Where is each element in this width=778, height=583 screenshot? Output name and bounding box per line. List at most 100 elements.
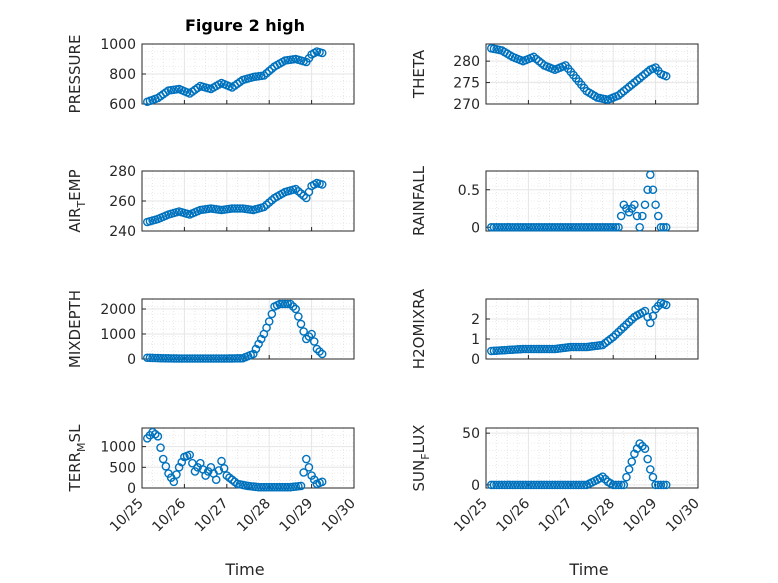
data-point [502,222,512,232]
y-axis-label: PRESSURE [66,35,84,114]
data-point [638,211,647,221]
data-point [608,332,618,342]
data-point [638,441,647,451]
data-point [142,353,152,363]
data-point [172,354,181,363]
subplot-1: 600 800 1000 PRESSURE [66,35,355,114]
data-point [259,202,269,212]
y-axis-label: H2OMIXRA [410,288,428,369]
data-point [537,344,546,354]
data-point [566,480,576,490]
data-point [622,320,631,329]
data-point [611,330,621,339]
data-point [254,482,263,492]
data-point [264,66,274,76]
y-tick-label: 1000 [100,37,136,53]
data-point [259,71,269,80]
data-point [219,354,229,363]
data-point [272,482,282,492]
data-point [230,354,240,363]
data-point [177,354,187,363]
y-tick-label: 1000 [100,440,136,456]
data-point [569,222,578,232]
data-point [540,480,549,490]
data-point [193,354,202,363]
data-point [317,180,327,189]
data-point [278,482,287,492]
data-point [262,482,271,492]
data-point [563,222,573,232]
data-point [582,222,592,232]
data-point [275,299,285,309]
data-point [656,480,666,490]
x-tick-label: 10/30 [663,496,703,536]
data-point [640,444,650,453]
data-point [540,344,549,354]
data-point [577,222,586,232]
x-tick-label: 10/25 [451,496,491,536]
data-point [304,463,314,472]
data-point [492,480,501,490]
data-point [219,464,229,473]
data-point [489,346,499,356]
y-tick-label: 280 [109,164,136,180]
data-point [566,342,576,352]
data-point [494,480,504,490]
data-point [569,342,578,352]
data-point [259,482,269,492]
data-point [547,480,557,490]
data-point [225,354,234,363]
data-point [624,465,634,474]
data-point [526,222,536,232]
x-tick-label: 10/29 [621,496,661,536]
data-point [651,480,660,490]
data-point [571,342,581,352]
data-point [635,222,645,232]
data-point [606,222,615,232]
x-tick-label: 10/25 [107,496,147,536]
data-point [264,317,274,326]
y-tick-label: 270 [453,97,480,113]
data-point [294,186,303,196]
data-point [198,354,208,363]
y-tick-label: 240 [109,224,136,240]
subplot-4: 0 0.5 RAINFALL [410,165,699,236]
data-point [590,222,599,232]
data-point [516,480,525,490]
axes-box [485,43,699,105]
data-point [555,222,565,232]
data-point [653,480,663,490]
y-tick-label: 600 [109,97,136,113]
data-point [598,472,607,481]
data-point [296,189,306,198]
data-point [172,470,181,479]
data-point [529,344,539,354]
data-point [619,480,629,490]
y-axis-label: AIRTEMP [66,169,88,232]
data-point [532,222,541,232]
data-point [235,353,245,363]
y-tick-label: 275 [453,76,480,92]
x-tick-label: 10/26 [493,495,533,535]
data-point [492,222,501,232]
y-tick-label: 260 [109,194,136,210]
data-point [545,222,554,232]
data-point [315,347,324,356]
data-point [545,480,554,490]
data-point [550,480,560,490]
x-axis-label-left: Time [224,560,264,579]
data-point [540,222,549,232]
data-point [505,222,515,232]
data-point [516,222,525,232]
axes-box [141,43,355,105]
axes-box [141,170,355,232]
data-point [521,222,531,232]
y-tick-label: 1000 [100,327,136,343]
data-point [566,222,576,232]
data-point [283,482,293,492]
data-point [574,222,584,232]
data-point [510,480,520,490]
data-point [169,477,179,487]
data-point [600,222,610,232]
